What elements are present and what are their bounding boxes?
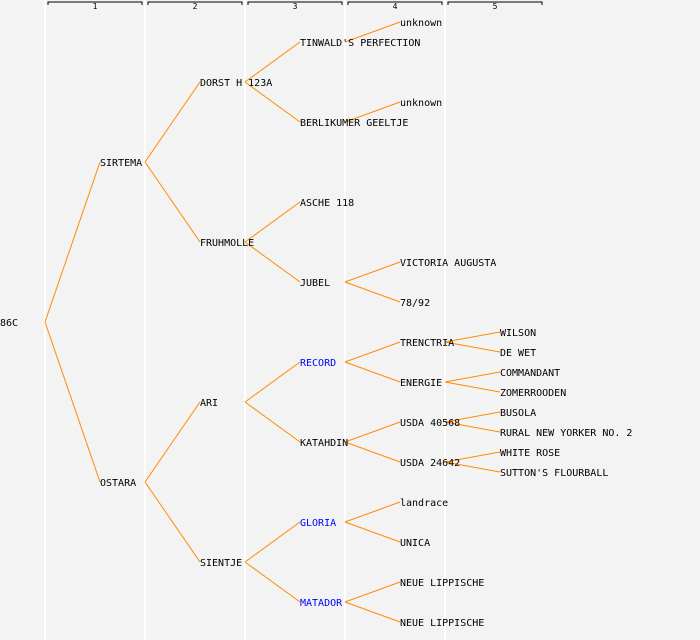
generation-label: 3 xyxy=(293,2,298,11)
pedigree-node-gen4[interactable]: NEUE LIPPISCHE xyxy=(400,578,484,589)
pedigree-edge xyxy=(244,201,301,243)
generation-label: 5 xyxy=(493,2,498,11)
pedigree-edge xyxy=(244,41,301,83)
pedigree-edge xyxy=(344,361,401,383)
generation-label: 2 xyxy=(193,2,198,11)
pedigree-edge xyxy=(244,241,301,283)
pedigree-edge xyxy=(444,461,501,473)
pedigree-edges xyxy=(44,21,501,623)
pedigree-edge xyxy=(144,481,201,563)
pedigree-edge xyxy=(344,441,401,463)
pedigree-node-gen4[interactable]: VICTORIA AUGUSTA xyxy=(400,258,496,269)
pedigree-node-gen4[interactable]: USDA 40568 xyxy=(400,418,460,429)
pedigree-node-gen4[interactable]: USDA 24642 xyxy=(400,458,460,469)
pedigree-node-gen3[interactable]: TINWALD'S PERFECTION xyxy=(300,38,420,49)
pedigree-node-gen3[interactable]: BERLIKUMER GEELTJE xyxy=(300,118,408,129)
pedigree-edge xyxy=(144,161,201,243)
pedigree-node-gen4[interactable]: 78/92 xyxy=(400,298,430,309)
pedigree-node-gen5[interactable]: WHITE ROSE xyxy=(500,448,560,459)
pedigree-edge xyxy=(244,81,301,123)
pedigree-edge xyxy=(444,451,501,463)
generation-label: 4 xyxy=(393,2,398,11)
pedigree-node-gen5[interactable]: WILSON xyxy=(500,328,536,339)
pedigree-node-gen5[interactable]: DE WET xyxy=(500,348,536,359)
generation-dividers xyxy=(44,0,446,640)
generation-header: 1 2 3 4 5 xyxy=(47,1,543,11)
pedigree-edge xyxy=(144,81,201,163)
pedigree-node-gen4[interactable]: landrace xyxy=(400,498,448,509)
generation-bracket xyxy=(347,1,443,5)
pedigree-edge xyxy=(444,411,501,423)
pedigree-node-gen5[interactable]: SUTTON'S FLOURBALL xyxy=(500,468,608,479)
pedigree-edge xyxy=(244,401,301,443)
pedigree-node-gen5[interactable]: COMMANDANT xyxy=(500,368,560,379)
pedigree-edge xyxy=(344,581,401,603)
pedigree-edge xyxy=(344,521,401,543)
pedigree-node-gen2[interactable]: ARI xyxy=(200,398,218,409)
pedigree-node-gen4[interactable]: UNICA xyxy=(400,538,430,549)
pedigree-node-gen5[interactable]: BUSOLA xyxy=(500,408,536,419)
pedigree-node-gen4[interactable]: unknown xyxy=(400,18,442,29)
pedigree-node-gen4[interactable]: ENERGIE xyxy=(400,378,442,389)
pedigree-node-gen3[interactable]: KATAHDIN xyxy=(300,438,348,449)
pedigree-edge xyxy=(344,261,401,283)
pedigree-edge xyxy=(444,341,501,353)
pedigree-edge xyxy=(444,421,501,433)
pedigree-edge xyxy=(444,381,501,393)
pedigree-node-gen2[interactable]: SIENTJE xyxy=(200,558,242,569)
pedigree-edge xyxy=(144,401,201,483)
generation-label: 1 xyxy=(93,2,98,11)
generation-bracket xyxy=(47,1,143,5)
pedigree-edge xyxy=(344,281,401,303)
pedigree-node-gen1[interactable]: OSTARA xyxy=(100,478,136,489)
pedigree-edge xyxy=(244,521,301,563)
pedigree-node-gen4[interactable]: TRENCTRIA xyxy=(400,338,454,349)
pedigree-node-gen3[interactable]: JUBEL xyxy=(300,278,330,289)
pedigree-node-gen3[interactable]: RECORD xyxy=(300,358,336,369)
pedigree-node-gen5[interactable]: ZOMERROODEN xyxy=(500,388,566,399)
pedigree-edge xyxy=(344,501,401,523)
pedigree-node-gen3[interactable]: MATADOR xyxy=(300,598,343,609)
pedigree-edge xyxy=(244,361,301,403)
pedigree-edge xyxy=(444,331,501,343)
pedigree-edge xyxy=(244,561,301,603)
pedigree-node-gen2[interactable]: DORST H 123A xyxy=(200,78,272,89)
generation-bracket xyxy=(447,1,543,5)
generation-bracket xyxy=(247,1,343,5)
pedigree-edge xyxy=(344,341,401,363)
pedigree-edge xyxy=(344,601,401,623)
pedigree-node-gen4[interactable]: NEUE LIPPISCHE xyxy=(400,618,484,629)
pedigree-edge xyxy=(344,421,401,443)
pedigree-nodes: 86C SIRTEMA DORST H 123A TINWALD'S PERFECTI… xyxy=(0,18,632,629)
pedigree-edge xyxy=(44,321,101,483)
pedigree-edge xyxy=(344,21,401,43)
pedigree-node-gen5[interactable]: RURAL NEW YORKER NO. 2 xyxy=(500,428,632,439)
pedigree-node-gen1[interactable]: SIRTEMA xyxy=(100,158,142,169)
pedigree-edge xyxy=(444,371,501,383)
pedigree-node-gen2[interactable]: FRUHMOLLE xyxy=(200,238,254,249)
pedigree-node-gen4[interactable]: unknown xyxy=(400,98,442,109)
pedigree-edge xyxy=(344,101,401,123)
pedigree-edge xyxy=(44,161,101,323)
pedigree-node-gen3[interactable]: ASCHE 118 xyxy=(300,198,354,209)
generation-bracket xyxy=(147,1,243,5)
pedigree-node-gen0[interactable]: 86C xyxy=(0,318,18,329)
pedigree-node-gen3[interactable]: GLORIA xyxy=(300,518,336,529)
